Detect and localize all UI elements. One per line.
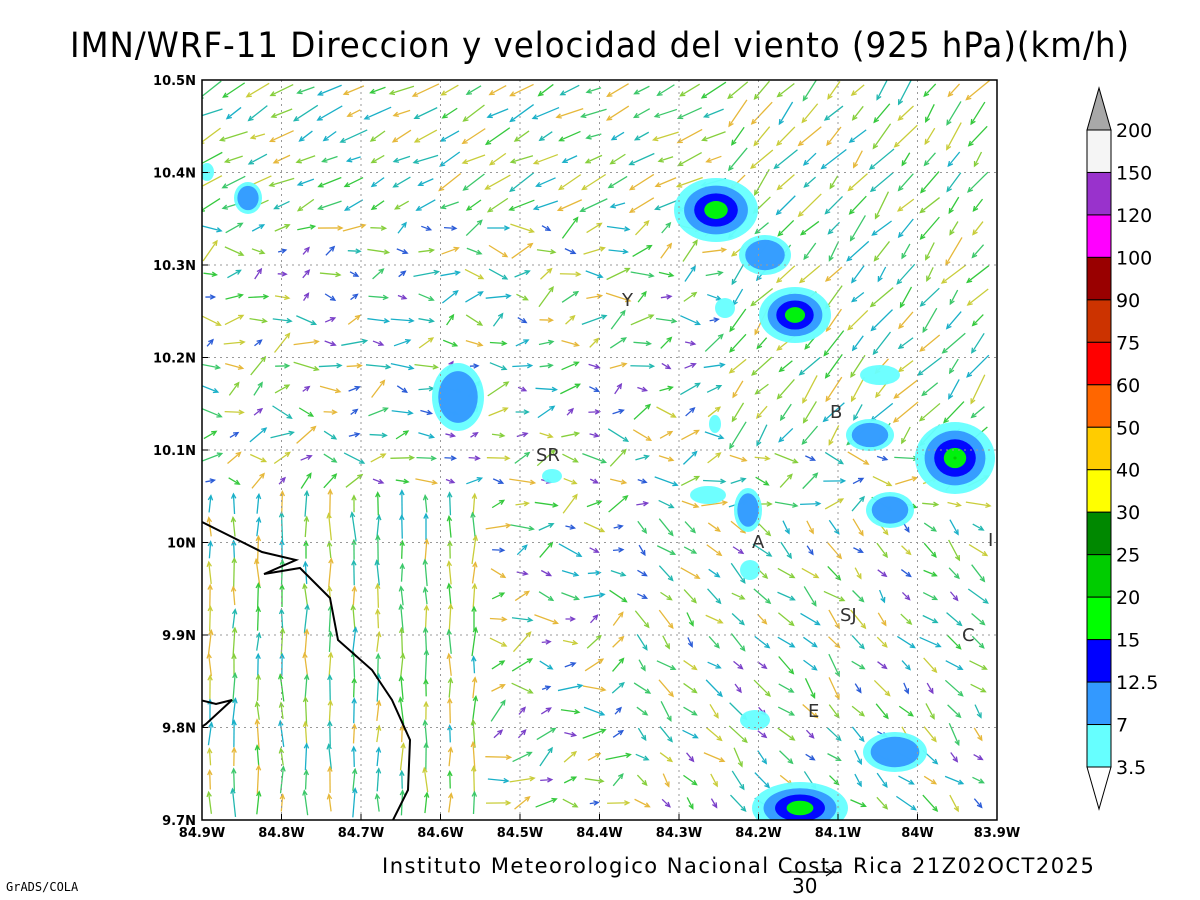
colorbar-swatch: [1086, 129, 1112, 173]
grads-credit: GrADS/COLA: [6, 880, 79, 894]
y-axis-ticks: 10.5N 10.4N 10.3N 10.2N 10.1N 10N 9.9N 9.8N 9.7N: [153, 74, 208, 829]
place-label: SJ: [840, 605, 857, 626]
y-tick-label: 10.4N: [153, 167, 196, 182]
colorbar-swatch: [1086, 554, 1112, 598]
colorbar-swatch: [1086, 299, 1112, 343]
lat-lon-grid: [202, 80, 997, 820]
y-tick-label: 9.8N: [162, 722, 196, 737]
colorbar-swatch: [1086, 384, 1112, 428]
colorbar-label: 90: [1116, 290, 1140, 312]
x-tick-label: 84W: [901, 826, 933, 841]
x-tick-label: 84.5W: [497, 826, 543, 841]
colorbar-swatch: [1086, 256, 1112, 301]
colorbar-label: 20: [1116, 587, 1140, 609]
y-tick-label: 9.7N: [162, 814, 196, 829]
x-tick-label: 84.7W: [338, 826, 384, 841]
y-tick-label: 10.1N: [153, 444, 196, 459]
x-tick-label: 84.6W: [417, 826, 463, 841]
wind-speed-shading: [202, 163, 995, 820]
x-tick-label: 83.9W: [974, 826, 1020, 841]
chart-title: IMN/WRF-11 Direccion y velocidad del vie…: [69, 26, 1131, 66]
colorbar-swatch: [1086, 214, 1112, 258]
place-label: C: [962, 625, 975, 646]
x-axis-ticks: 84.9W 84.8W 84.7W 84.6W 84.5W 84.4W 84.3W 84.2W…: [179, 814, 1020, 841]
colorbar-label: 60: [1116, 375, 1140, 397]
colorbar-label: 200: [1116, 120, 1152, 142]
wind-vector-field: [202, 80, 992, 818]
colorbar-label: 3.5: [1116, 757, 1146, 779]
colorbar-label: 7: [1116, 715, 1128, 737]
place-labels: Y SR B A SJ C E I: [536, 290, 993, 722]
colorbar-label: 120: [1116, 205, 1152, 227]
reference-vector: [788, 867, 834, 877]
colorbar-swatch: [1086, 171, 1112, 216]
y-tick-label: 10.5N: [153, 74, 196, 89]
place-label: E: [808, 701, 819, 722]
colorbar-label: 50: [1116, 417, 1140, 439]
x-tick-label: 84.9W: [179, 826, 225, 841]
place-label: A: [752, 532, 765, 553]
colorbar-swatch: [1086, 469, 1112, 513]
colorbar-swatch: [1086, 724, 1112, 768]
colorbar-swatch: [1086, 596, 1112, 641]
footer-source: Instituto Meteorologico Nacional Costa R…: [382, 854, 1096, 878]
y-tick-label: 9.9N: [162, 629, 196, 644]
colorbar-swatch: [1086, 681, 1112, 726]
x-tick-label: 84.2W: [735, 826, 781, 841]
colorbar-swatch: [1086, 511, 1112, 556]
colorbar-label: 30: [1116, 502, 1140, 524]
colorbar-label: 150: [1116, 162, 1152, 184]
x-tick-label: 84.1W: [815, 826, 861, 841]
y-tick-label: 10N: [167, 537, 196, 552]
colorbar-bottom-arrow: [1086, 766, 1112, 811]
x-tick-label: 84.4W: [576, 826, 622, 841]
y-tick-label: 10.2N: [153, 352, 196, 367]
x-tick-label: 84.3W: [656, 826, 702, 841]
place-label: Y: [621, 290, 634, 311]
colorbar-swatch: [1086, 341, 1112, 386]
y-tick-label: 10.3N: [153, 259, 196, 274]
reference-vector-label: 30: [792, 874, 818, 898]
colorbar-swatch: [1086, 639, 1112, 683]
colorbar-swatch: [1086, 426, 1112, 471]
place-label: SR: [536, 445, 560, 466]
colorbar-label: 12.5: [1116, 672, 1158, 694]
x-tick-label: 84.8W: [258, 826, 304, 841]
coastline: [202, 521, 412, 820]
colorbar-top-arrow: [1086, 86, 1112, 131]
colorbar-label: 15: [1116, 630, 1140, 652]
colorbar-label: 100: [1116, 247, 1152, 269]
place-label: B: [830, 402, 842, 423]
colorbar-label: 25: [1116, 545, 1140, 567]
colorbar: 200 150 120 100 90 75 60 50 40 30 25 20 15 12.5 7 3.5: [1086, 86, 1158, 811]
place-label: I: [988, 530, 993, 551]
colorbar-label: 40: [1116, 460, 1140, 482]
colorbar-label: 75: [1116, 332, 1140, 354]
